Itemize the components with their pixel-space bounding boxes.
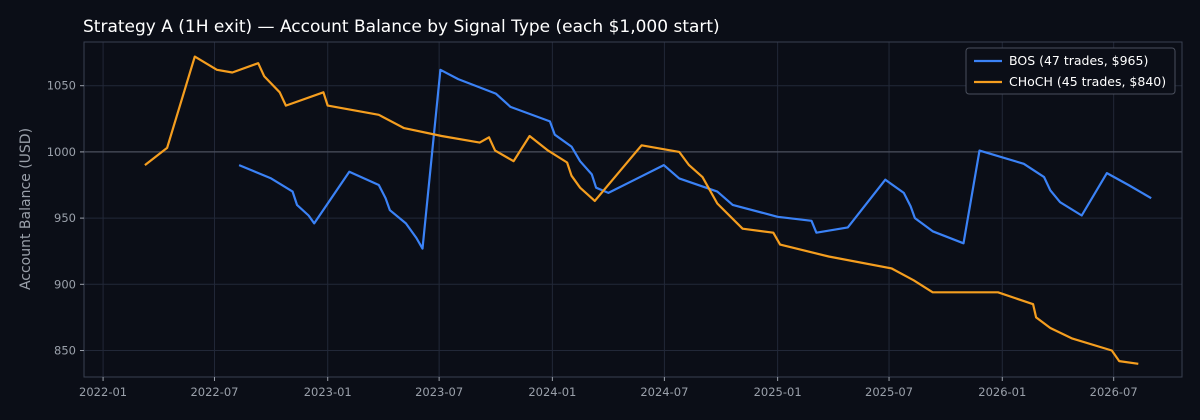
series-line-bos	[238, 68, 1152, 250]
x-tick-label: 2025-01	[754, 385, 802, 399]
x-tick-label: 2026-01	[978, 385, 1026, 399]
legend: BOS (47 trades, $965) CHoCH (45 trades, …	[965, 47, 1176, 95]
x-tick-label: 2022-01	[79, 385, 127, 399]
y-axis: 850 900 950 1000 1050	[47, 79, 84, 358]
y-tick-label: 850	[54, 344, 76, 358]
x-tick-label: 2023-07	[415, 385, 463, 399]
plot-frame	[83, 41, 1183, 378]
x-tick-label: 2024-07	[640, 385, 688, 399]
x-tick-label: 2022-07	[190, 385, 238, 399]
x-tick-label: 2025-07	[865, 385, 913, 399]
legend-label-bos: BOS (47 trades, $965)	[1009, 53, 1148, 68]
y-tick-label: 1000	[47, 145, 76, 159]
series-line-choch	[144, 55, 1139, 365]
legend-box	[965, 47, 1176, 95]
x-tick-label: 2024-01	[528, 385, 576, 399]
y-axis-label: Account Balance (USD)	[18, 128, 34, 290]
chart-title: Strategy A (1H exit) — Account Balance b…	[83, 17, 720, 37]
series-group	[144, 55, 1152, 365]
y-tick-label: 1050	[47, 79, 76, 93]
x-axis: 2022-01 2022-07 2023-01 2023-07 2024-01 2024-…	[79, 377, 1138, 399]
y-tick-label: 900	[54, 277, 76, 291]
x-tick-label: 2023-01	[304, 385, 352, 399]
legend-label-choch: CHoCH (45 trades, $840)	[1009, 74, 1166, 89]
x-tick-label: 2026-07	[1090, 385, 1138, 399]
y-tick-label: 950	[54, 211, 76, 225]
